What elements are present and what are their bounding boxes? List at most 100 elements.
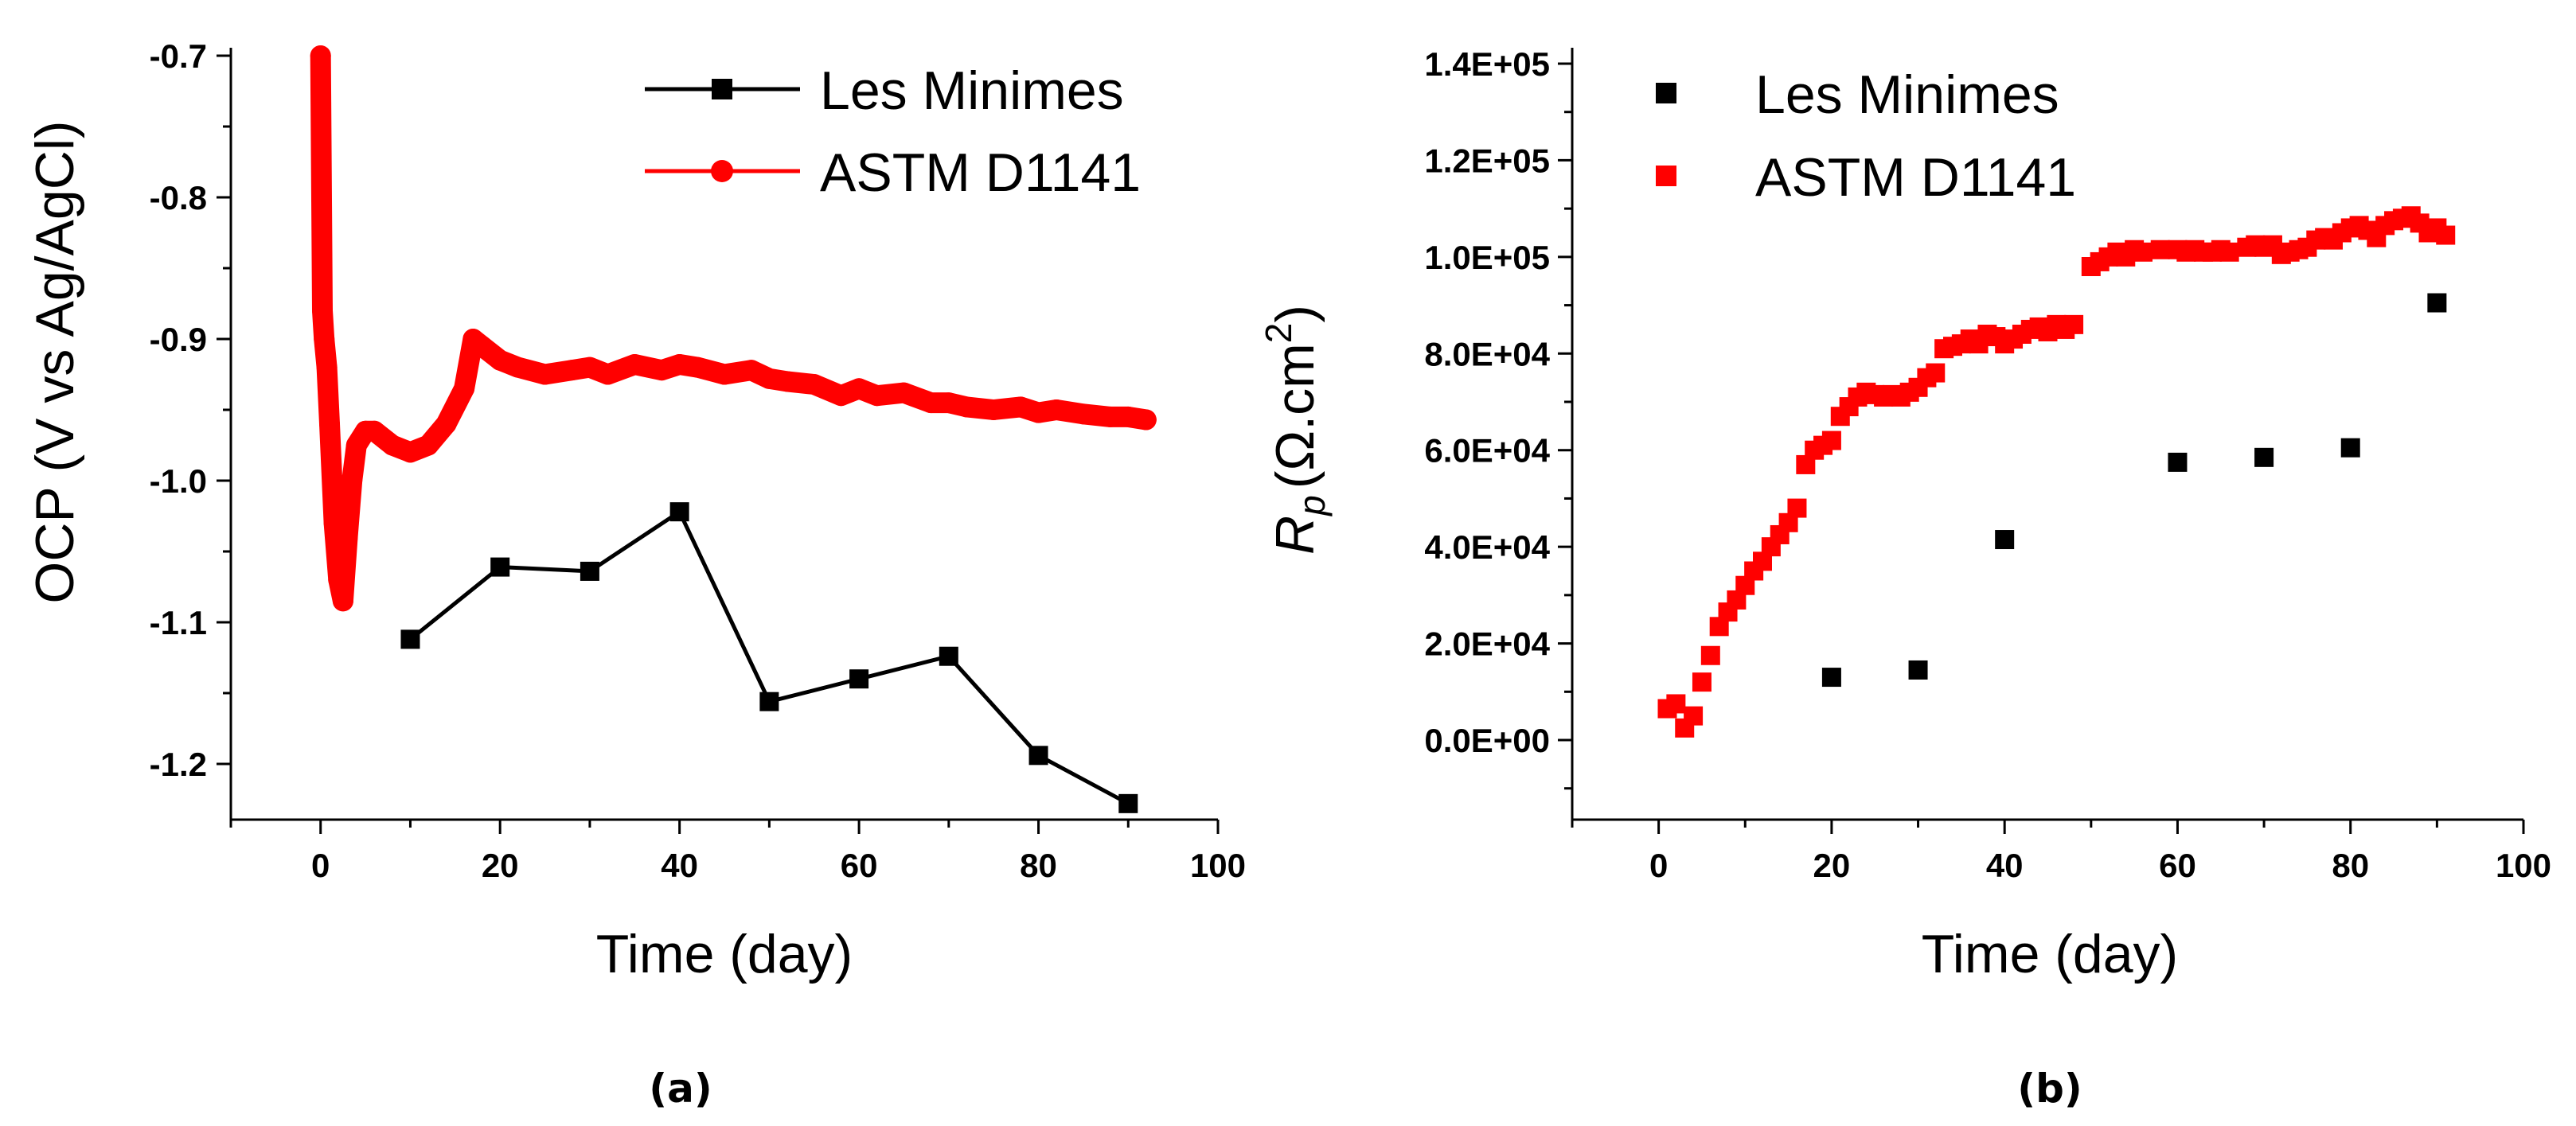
panel-a-x-tick-label: 100 [1190,847,1246,884]
panel-b-y-tick-label: 1.2E+05 [1424,142,1550,179]
panel-a-point-astm [364,420,385,442]
panel-a-point-astm [1010,396,1031,418]
panel-b-point-les-minimes [2168,452,2188,472]
panel-a-legend: Les Minimes ASTM D1141 [645,60,1141,203]
panel-b-label: (b) [2017,1066,2082,1112]
panel-b-point-astm [1821,431,1841,450]
panel-a-point-les-minimes [490,557,510,577]
panel-b-point-astm [2150,240,2170,259]
panel-a-y-tick-label: -0.7 [150,37,207,75]
panel-a-point-astm [1099,406,1121,427]
panel-a-x-tick-label: 80 [1020,847,1057,884]
panel-a-point-astm [332,590,353,612]
panel-a-line-astm [310,45,1157,612]
panel-b-legend: Les Minimes ASTM D1141 [1656,64,2076,208]
panel-a-point-astm [983,399,1005,420]
panel-b-point-astm [2219,242,2239,262]
panel-b-y-tick-label: 0.0E+00 [1424,722,1550,759]
panel-a-point-astm [714,364,735,385]
panel-b-rp-chart: 0 20 40 60 80 100 0.0E+00 2.0E+04 4.0E+04 6.0E+04… [1258,45,2551,1112]
panel-a-x-tick-label: 0 [311,847,330,884]
panel-b-x-tick-label: 60 [2159,847,2196,884]
panel-b-y-tick-label: 4.0E+04 [1424,528,1550,566]
panel-a-legend-astm: ASTM D1141 [820,142,1141,203]
panel-a-point-astm [311,300,333,321]
panel-b-x-tick-label: 80 [2332,847,2369,884]
panel-a-point-astm [454,378,475,399]
panel-a-point-les-minimes [400,629,420,649]
panel-a-y-tick-label: -1.1 [150,604,207,641]
panel-a-point-astm [1072,403,1094,425]
panel-b-point-astm [1700,645,1720,665]
panel-a-point-astm [314,329,335,349]
panel-a-y-tick-label: -1.0 [150,462,207,500]
panel-b-ticks: 0 20 40 60 80 100 0.0E+00 2.0E+04 4.0E+04 6.0E+04… [1424,45,2551,884]
panel-b-x-axis-title: Time (day) [1922,924,2178,984]
panel-b-legend-astm: ASTM D1141 [1755,147,2076,208]
panel-b-point-astm [2436,225,2456,245]
panel-a-point-les-minimes [939,646,958,666]
panel-a-point-les-minimes [849,669,869,689]
panel-a-point-astm [471,335,493,357]
panel-b-y-axis-title-sup: 2 [1258,323,1299,344]
panel-a-x-tick-label: 40 [661,847,698,884]
panel-a-point-astm [561,360,583,381]
panel-a-point-astm [1135,409,1157,431]
panel-b-point-astm [1666,694,1686,714]
panel-a-point-astm [579,357,600,378]
panel-b-point-astm [1684,706,1704,726]
panel-a-point-astm [319,413,340,434]
panel-a-point-astm [1118,406,1139,427]
panel-b-point-les-minimes [2427,293,2447,313]
panel-b-point-les-minimes [1995,530,2015,550]
panel-a-point-astm [624,354,646,376]
panel-a-point-astm [803,373,825,395]
panel-a-series-les-minimes [400,502,1138,813]
panel-b-y-axis-title-sub: p [1291,495,1333,517]
panel-b-y-axis-title-close: ) [1265,305,1325,323]
panel-a-point-astm [418,434,439,456]
panel-b-y-tick-label: 1.0E+05 [1424,239,1550,276]
panel-a-point-astm [938,392,959,414]
panel-a-point-astm [435,413,457,434]
panel-b-point-les-minimes [1908,660,1928,680]
panel-b-x-tick-label: 20 [1813,847,1851,884]
panel-b-x-tick-label: 100 [2496,847,2551,884]
panel-a-point-astm [342,470,363,491]
panel-b-legend-marker-red [1656,166,1676,186]
panel-b-y-axis-title-units: (Ω.cm [1265,343,1325,489]
panel-a-x-axis-title: Time (day) [596,924,853,984]
panel-a-x-tick-label: 60 [841,847,878,884]
panel-b-x-tick-label: 40 [1986,847,2024,884]
panel-b-point-les-minimes [2254,447,2274,467]
panel-b-y-axis-title-main: R [1265,516,1325,555]
panel-a-point-les-minimes [580,561,599,581]
panel-a-point-astm [849,378,870,399]
panel-a-point-astm [490,349,511,371]
panel-b-x-tick-label: 0 [1649,847,1668,884]
panel-b-series-astm [1657,206,2456,738]
panel-a-legend-les-minimes: Les Minimes [820,60,1124,121]
panel-a-point-astm [956,396,978,418]
panel-a-point-astm [740,360,762,381]
panel-a-point-astm [920,392,942,414]
panel-a-point-astm [323,512,345,534]
panel-b-point-les-minimes [2340,438,2360,458]
panel-b-point-astm [1692,672,1711,692]
panel-a-y-tick-label: -0.9 [150,321,207,358]
panel-b-legend-marker-black [1656,83,1676,103]
panel-a-point-astm [866,385,888,407]
panel-a-point-astm [316,357,338,378]
panel-b-point-les-minimes [1821,668,1841,688]
panel-a-x-tick-label: 20 [482,847,519,884]
panel-b-y-tick-label: 8.0E+04 [1424,335,1550,372]
panel-a-point-astm [893,382,915,403]
panel-a-legend-marker-black [712,79,732,99]
panel-b-y-tick-label: 2.0E+04 [1424,625,1550,663]
panel-b-legend-les-minimes: Les Minimes [1755,64,2059,125]
panel-a-ticks: 0 20 40 60 80 100 -0.7 -0.8 -0.9 -1.0 -1.1 -1.2 [150,37,1246,884]
panel-a-point-astm [687,357,708,378]
panel-a-point-astm [759,368,780,389]
panel-a-y-axis-title: OCP (V vs Ag/AgCl) [25,120,85,603]
